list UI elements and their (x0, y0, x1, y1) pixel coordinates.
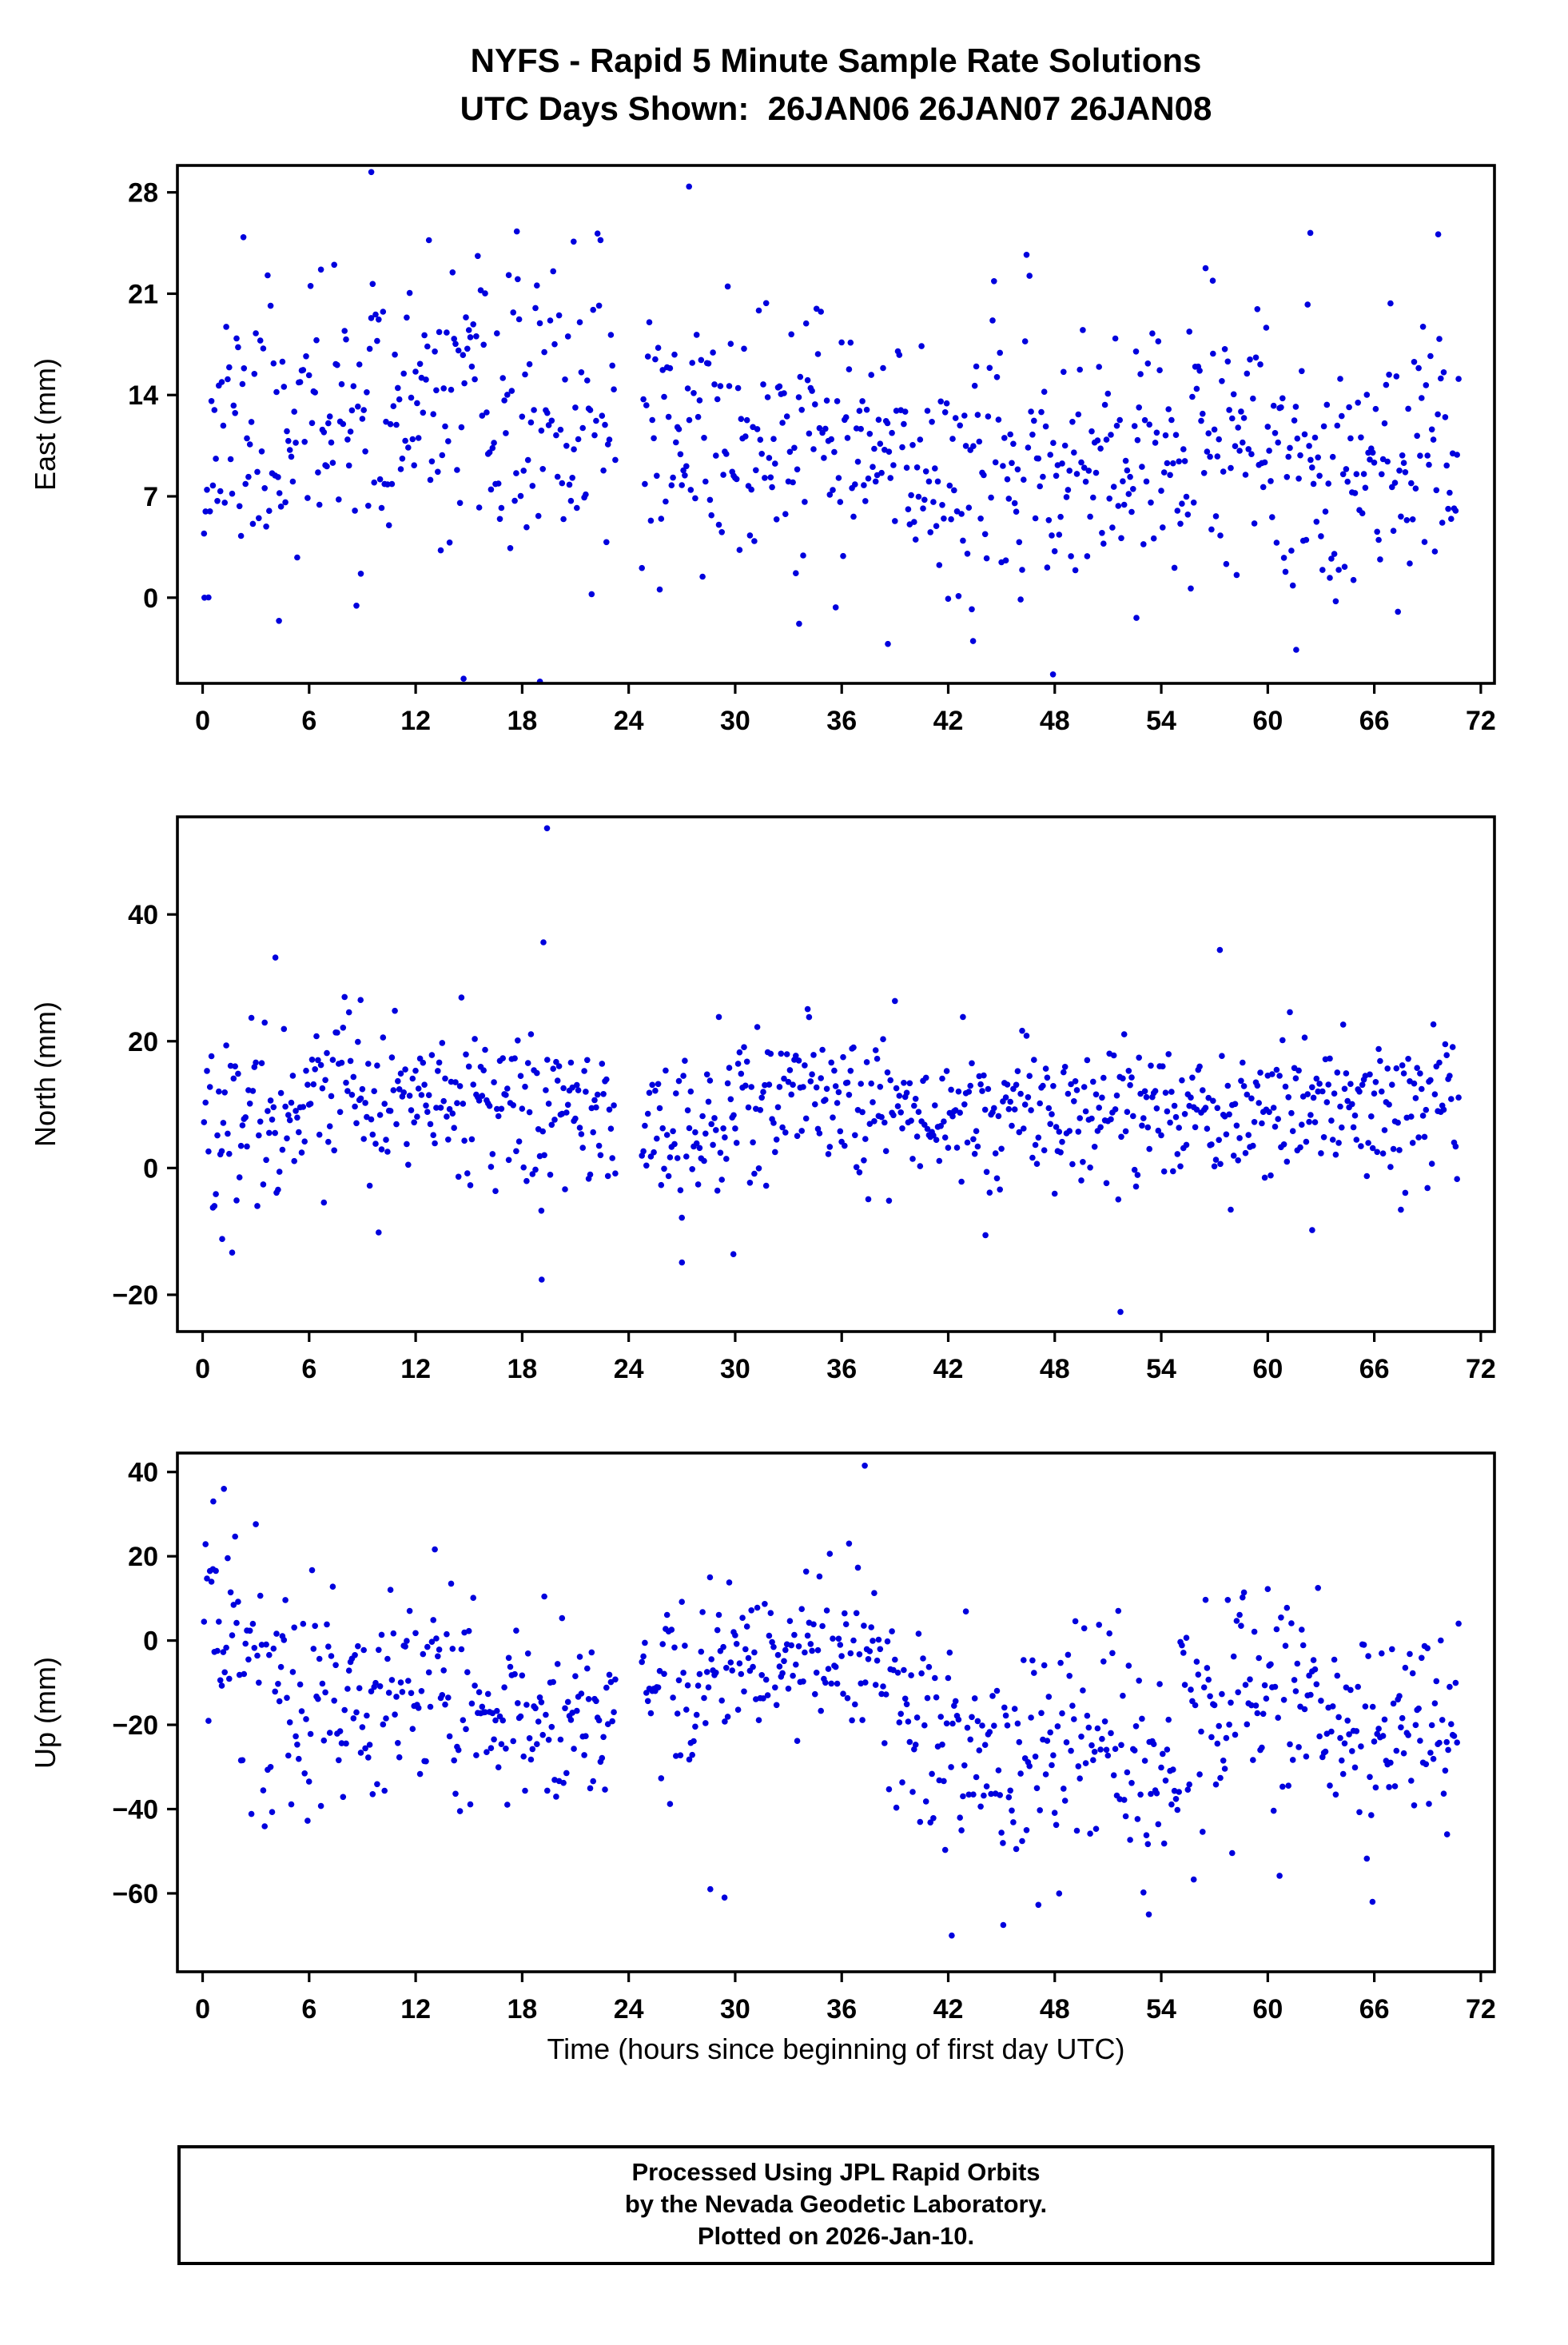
svg-text:24: 24 (614, 706, 644, 736)
plot-frame-north (176, 815, 1496, 1333)
plot-frame-east (176, 164, 1496, 685)
svg-text:−60: −60 (112, 1879, 158, 1909)
axis-tick-labels-north: 0 6 12 18 24 30 36 42 48 54 60 66 72 −20 0 20 40 (112, 900, 1495, 1384)
svg-text:6: 6 (301, 1994, 316, 2025)
svg-text:60: 60 (1252, 706, 1283, 736)
chart-subtitle: UTC Days Shown: 26JAN06 26JAN07 26JAN08 (460, 90, 1212, 127)
svg-text:−40: −40 (112, 1794, 158, 1825)
svg-text:18: 18 (507, 706, 537, 736)
svg-text:36: 36 (826, 1994, 857, 2025)
footer-box: Processed Using JPL Rapid Orbits by the … (177, 2145, 1494, 2265)
svg-text:66: 66 (1359, 1354, 1390, 1384)
svg-text:42: 42 (933, 1994, 964, 2025)
svg-text:48: 48 (1040, 1994, 1070, 2025)
svg-text:−20: −20 (112, 1710, 158, 1741)
footer-line-2: by the Nevada Geodetic Laboratory. (624, 2190, 1048, 2218)
svg-text:−20: −20 (112, 1280, 158, 1311)
chart-title: NYFS - Rapid 5 Minute Sample Rate Soluti… (470, 42, 1202, 79)
svg-text:42: 42 (933, 706, 964, 736)
svg-text:66: 66 (1359, 1994, 1390, 2025)
svg-text:48: 48 (1040, 706, 1070, 736)
svg-text:20: 20 (128, 1542, 158, 1572)
scatter-points-east (201, 169, 1462, 683)
svg-text:21: 21 (128, 279, 158, 309)
svg-text:14: 14 (128, 380, 158, 411)
footer-line-3: Plotted on 2026-Jan-10. (697, 2222, 975, 2250)
svg-text:12: 12 (400, 1994, 431, 2025)
svg-text:30: 30 (720, 706, 750, 736)
svg-text:0: 0 (143, 583, 158, 614)
svg-text:54: 54 (1146, 1994, 1176, 2025)
svg-text:48: 48 (1040, 1354, 1070, 1384)
svg-text:0: 0 (143, 1626, 158, 1657)
axis-ticks-north (167, 913, 1482, 1342)
svg-text:72: 72 (1466, 1354, 1496, 1384)
svg-text:18: 18 (507, 1354, 537, 1384)
axis-ticks-up (167, 1471, 1482, 1982)
svg-text:72: 72 (1466, 1994, 1496, 2025)
svg-text:12: 12 (400, 706, 431, 736)
svg-text:0: 0 (195, 706, 210, 736)
svg-text:12: 12 (400, 1354, 431, 1384)
svg-text:7: 7 (143, 482, 158, 512)
svg-text:40: 40 (128, 900, 158, 930)
svg-text:60: 60 (1252, 1354, 1283, 1384)
scatter-points-up (201, 1463, 1462, 1939)
svg-text:36: 36 (826, 706, 857, 736)
axis-tick-labels-east: 0 6 12 18 24 30 36 42 48 54 60 66 72 0 7 14 21 28 (128, 178, 1496, 736)
svg-text:66: 66 (1359, 706, 1390, 736)
svg-text:72: 72 (1466, 706, 1496, 736)
svg-text:20: 20 (128, 1027, 158, 1057)
svg-text:0: 0 (195, 1354, 210, 1384)
svg-text:40: 40 (128, 1458, 158, 1488)
svg-text:54: 54 (1146, 1354, 1176, 1384)
axis-tick-labels-up: 0 6 12 18 24 30 36 42 48 54 60 66 72 −60 −40 −20 0 20 40 (112, 1458, 1495, 2025)
svg-text:0: 0 (143, 1153, 158, 1184)
svg-text:60: 60 (1252, 1994, 1283, 2025)
svg-text:6: 6 (301, 706, 316, 736)
svg-text:30: 30 (720, 1354, 750, 1384)
svg-text:24: 24 (614, 1354, 644, 1384)
svg-text:28: 28 (128, 178, 158, 209)
footer-line-1: Processed Using JPL Rapid Orbits (631, 2158, 1041, 2186)
svg-text:18: 18 (507, 1994, 537, 2025)
axis-ticks-east (167, 191, 1482, 694)
plot-frame-up (176, 1451, 1496, 1973)
x-axis-label: Time (hours since beginning of first day… (547, 2032, 1125, 2065)
svg-text:6: 6 (301, 1354, 316, 1384)
svg-text:0: 0 (195, 1994, 210, 2025)
svg-text:54: 54 (1146, 706, 1176, 736)
scatter-points-north (201, 825, 1462, 1316)
svg-text:30: 30 (720, 1994, 750, 2025)
svg-text:36: 36 (826, 1354, 857, 1384)
svg-text:24: 24 (614, 1994, 644, 2025)
svg-text:42: 42 (933, 1354, 964, 1384)
